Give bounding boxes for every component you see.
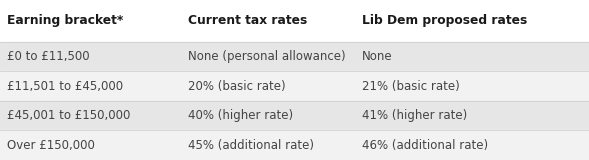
Text: None (personal allowance): None (personal allowance) (188, 50, 346, 63)
Text: 41% (higher rate): 41% (higher rate) (362, 109, 468, 122)
Text: Over £150,000: Over £150,000 (7, 139, 95, 152)
Text: £45,001 to £150,000: £45,001 to £150,000 (7, 109, 130, 122)
Text: None: None (362, 50, 393, 63)
Bar (0, 130, 589, 160)
Text: 45% (additional rate): 45% (additional rate) (188, 139, 315, 152)
Bar (0, 101, 589, 130)
Text: 40% (higher rate): 40% (higher rate) (188, 109, 293, 122)
Text: 46% (additional rate): 46% (additional rate) (362, 139, 488, 152)
Text: £11,501 to £45,000: £11,501 to £45,000 (7, 80, 123, 92)
Text: 21% (basic rate): 21% (basic rate) (362, 80, 460, 92)
Text: £0 to £11,500: £0 to £11,500 (7, 50, 90, 63)
Text: Earning bracket*: Earning bracket* (7, 14, 124, 27)
Text: 20% (basic rate): 20% (basic rate) (188, 80, 286, 92)
Bar (0, 0, 589, 42)
Bar (0, 71, 589, 101)
Text: Current tax rates: Current tax rates (188, 14, 307, 27)
Text: Lib Dem proposed rates: Lib Dem proposed rates (362, 14, 528, 27)
Bar (0, 42, 589, 71)
